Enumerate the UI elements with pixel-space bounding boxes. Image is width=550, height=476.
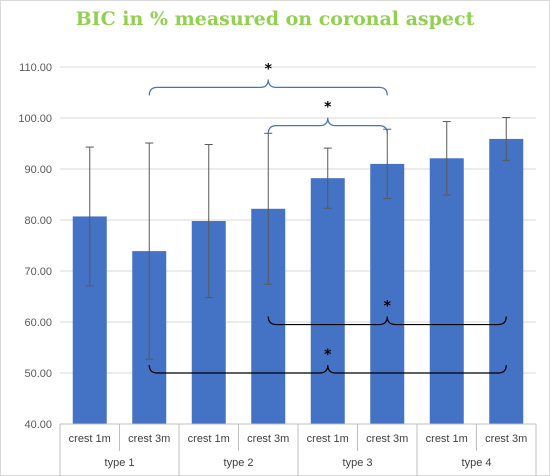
significance-bracket	[148, 79, 388, 96]
category-label: crest 3m	[485, 433, 527, 445]
significance-star: *	[324, 347, 332, 363]
y-tick-label: 90.00	[24, 164, 52, 176]
y-tick-label: 80.00	[24, 215, 52, 227]
significance-star: *	[324, 100, 332, 116]
category-label: crest 1m	[69, 433, 111, 445]
y-tick-label: 110.00	[19, 62, 52, 74]
category-label: crest 3m	[247, 433, 289, 445]
significance-bracket	[148, 364, 507, 374]
y-tick-label: 60.00	[24, 317, 52, 329]
significance-bracket	[267, 316, 507, 326]
category-label: crest 3m	[128, 433, 170, 445]
y-tick-label: 50.00	[24, 368, 52, 380]
group-label: type 2	[224, 457, 254, 469]
category-label: crest 3m	[366, 433, 408, 445]
group-label: type 3	[343, 457, 373, 469]
significance-bracket	[267, 117, 388, 134]
group-label: type 4	[462, 457, 492, 469]
category-label: crest 1m	[426, 433, 468, 445]
bar	[370, 163, 405, 424]
y-tick-label: 70.00	[24, 266, 52, 278]
y-tick-label: 100.00	[18, 113, 52, 125]
category-label: crest 1m	[307, 433, 349, 445]
significance-star: *	[265, 61, 273, 77]
bar	[429, 158, 464, 425]
chart-title: BIC in % measured on coronal aspect	[75, 8, 475, 30]
y-tick-label: 40.00	[24, 419, 52, 431]
significance-star: *	[384, 299, 392, 315]
group-label: type 1	[105, 457, 135, 469]
category-label: crest 1m	[188, 433, 230, 445]
bar	[310, 178, 345, 424]
bar	[489, 138, 524, 424]
